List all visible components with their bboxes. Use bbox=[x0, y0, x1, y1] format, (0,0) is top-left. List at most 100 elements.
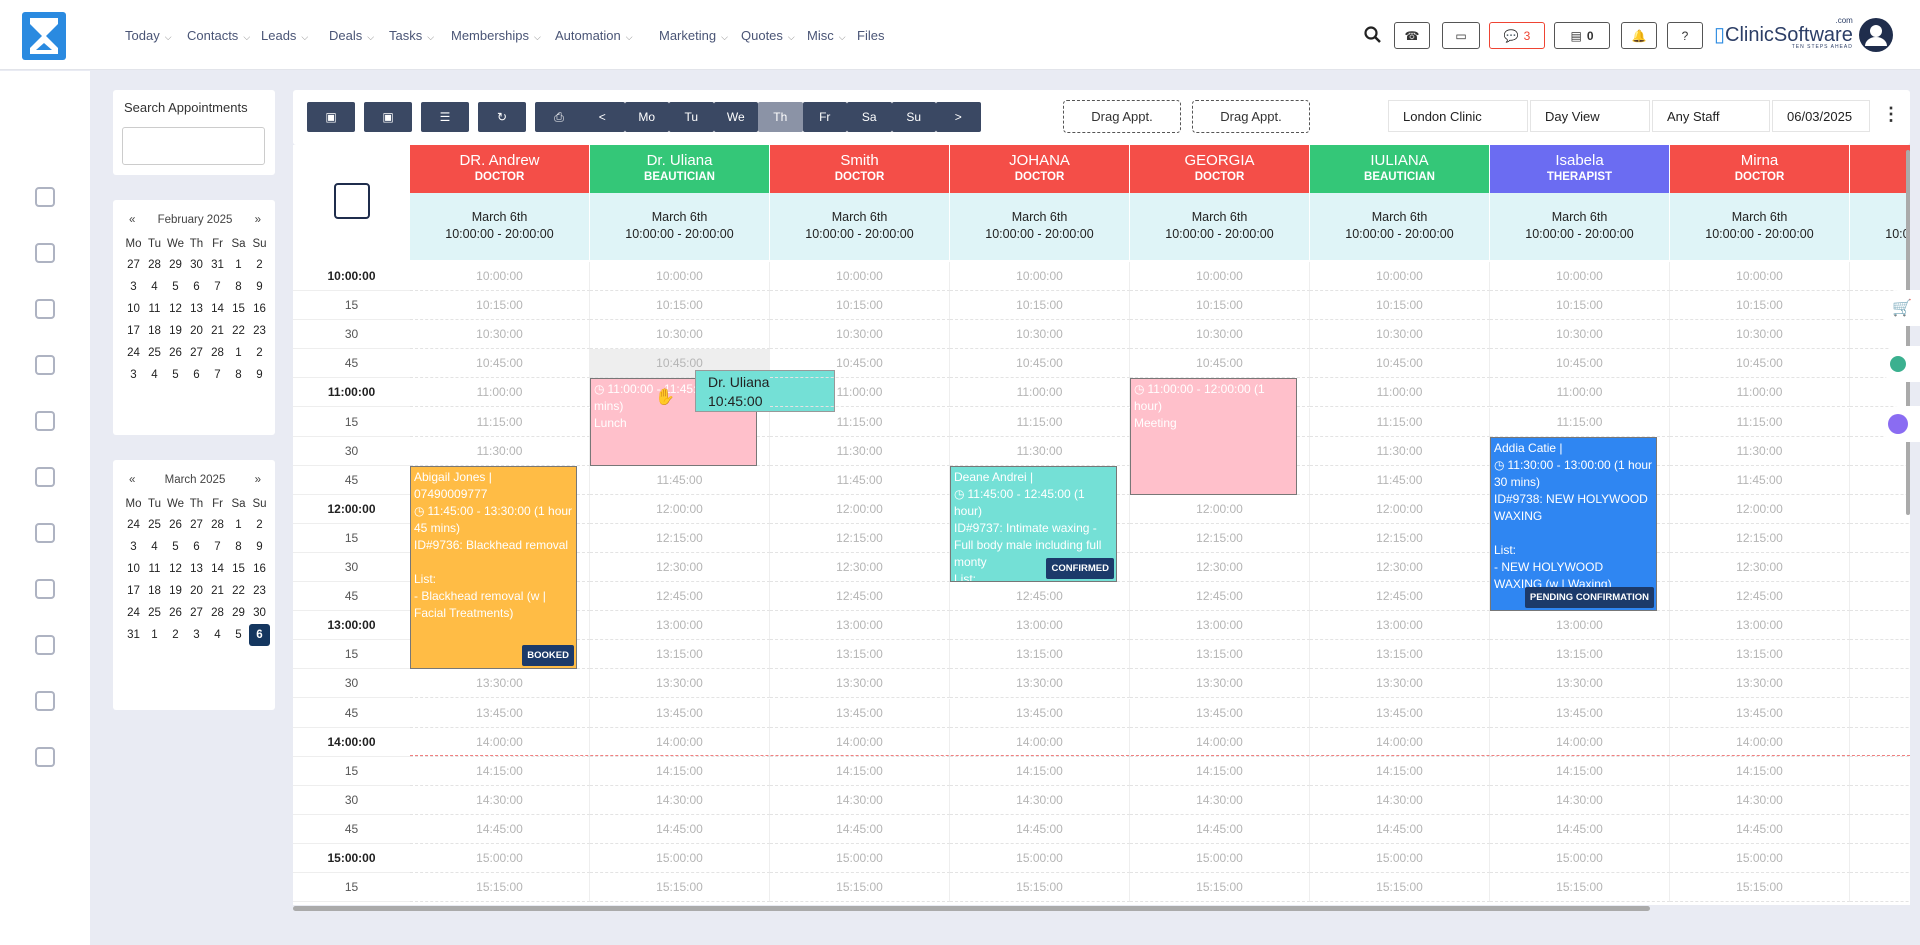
calendar-day[interactable]: 4 bbox=[151, 369, 158, 381]
time-slot[interactable]: 12:15:00 bbox=[770, 523, 950, 553]
time-slot[interactable]: 13:00:00 bbox=[1130, 611, 1310, 641]
calendar-day[interactable]: 30 bbox=[190, 259, 203, 271]
prev-month[interactable]: « bbox=[129, 474, 136, 486]
time-slot[interactable]: 14:30:00 bbox=[1490, 785, 1670, 815]
time-slot[interactable]: 12:15:00 bbox=[1310, 523, 1490, 553]
time-slot[interactable]: 13:00:00 bbox=[590, 611, 770, 641]
time-slot[interactable]: 10:00:00 bbox=[950, 262, 1130, 292]
time-slot[interactable]: 10:30:00 bbox=[770, 320, 950, 350]
sidebar-icon[interactable] bbox=[35, 187, 55, 207]
calendar-day[interactable]: 2 bbox=[256, 519, 263, 531]
calendar-day[interactable]: 20 bbox=[190, 585, 203, 597]
time-slot[interactable]: 14:15:00 bbox=[770, 756, 950, 786]
toolbar-button[interactable]: ▣ bbox=[307, 102, 355, 132]
time-slot[interactable]: 14:30:00 bbox=[410, 785, 590, 815]
time-slot[interactable]: 13:15:00 bbox=[1310, 640, 1490, 670]
time-slot[interactable]: 13:45:00 bbox=[1310, 698, 1490, 728]
time-slot[interactable]: 14:45:00 bbox=[1850, 815, 1910, 844]
calendar-day[interactable]: 10 bbox=[127, 303, 140, 315]
time-slot[interactable]: 13:15:00 bbox=[1670, 640, 1850, 670]
calendar-day[interactable]: 5 bbox=[235, 629, 242, 641]
time-slot[interactable]: 12:45:00 bbox=[1130, 582, 1310, 612]
day-button[interactable]: < bbox=[580, 102, 625, 132]
time-slot[interactable]: 12:30:00 bbox=[1310, 553, 1490, 583]
calendar-day[interactable]: 24 bbox=[127, 347, 140, 359]
day-button[interactable]: Fr bbox=[802, 102, 847, 132]
calendar-day[interactable]: 26 bbox=[169, 607, 182, 619]
nav-item[interactable]: Quotes ⌵ bbox=[741, 28, 795, 43]
calendar-day[interactable]: 14 bbox=[211, 303, 224, 315]
select-staff[interactable]: Any Staff bbox=[1652, 100, 1770, 132]
time-slot[interactable]: 10:00:00 bbox=[1850, 262, 1910, 292]
day-button[interactable]: Mo bbox=[624, 102, 669, 132]
time-slot[interactable]: 11:30:00 bbox=[1310, 436, 1490, 466]
time-slot[interactable]: 12:45:00 bbox=[770, 582, 950, 612]
time-slot[interactable]: 14:15:00 bbox=[1850, 757, 1910, 786]
calendar-day[interactable]: 23 bbox=[253, 585, 266, 597]
time-slot[interactable]: 15:15:00 bbox=[1670, 873, 1850, 903]
time-slot[interactable]: 12:00:00 bbox=[1670, 494, 1850, 524]
time-slot[interactable]: 11:45:00 bbox=[770, 465, 950, 495]
time-slot[interactable]: 11:45:00 bbox=[1670, 465, 1850, 495]
time-slot[interactable]: 11:00:00 bbox=[1310, 378, 1490, 408]
time-slot[interactable]: 15:00:00 bbox=[1310, 844, 1490, 874]
next-month[interactable]: » bbox=[254, 474, 261, 486]
time-slot[interactable]: 13:15:00 bbox=[1850, 640, 1910, 670]
calendar-day[interactable]: 3 bbox=[130, 281, 137, 293]
time-slot[interactable]: 14:15:00 bbox=[410, 756, 590, 786]
calendar-day[interactable]: 13 bbox=[190, 563, 203, 575]
time-slot[interactable]: 11:45:00 bbox=[1310, 465, 1490, 495]
time-slot[interactable]: 13:00:00 bbox=[1850, 611, 1910, 641]
time-slot[interactable]: 14:30:00 bbox=[1850, 786, 1910, 815]
time-slot[interactable]: 10:15:00 bbox=[1850, 291, 1910, 321]
time-slot[interactable]: 10:30:00 bbox=[590, 320, 770, 350]
calendar-day[interactable]: 27 bbox=[190, 519, 203, 531]
prev-month[interactable]: « bbox=[129, 214, 136, 226]
calendar-day[interactable]: 9 bbox=[256, 541, 263, 553]
calendar-day[interactable]: 28 bbox=[148, 259, 161, 271]
v-scrollbar[interactable] bbox=[1906, 150, 1910, 515]
calendar-day[interactable]: 28 bbox=[211, 607, 224, 619]
calendar-day[interactable]: 1 bbox=[235, 519, 242, 531]
calendar-day[interactable]: 17 bbox=[127, 325, 140, 337]
time-slot[interactable]: 10:15:00 bbox=[950, 291, 1130, 321]
time-slot[interactable]: 10:15:00 bbox=[1310, 291, 1490, 321]
calendar-day[interactable]: 5 bbox=[172, 281, 179, 293]
time-slot[interactable]: 14:00:00 bbox=[1850, 728, 1910, 757]
time-slot[interactable]: 10:45:00 bbox=[770, 349, 950, 379]
sidebar-icon[interactable] bbox=[35, 691, 55, 711]
time-slot[interactable]: 10:00:00 bbox=[1310, 262, 1490, 292]
time-slot[interactable]: 15:00:00 bbox=[1490, 844, 1670, 874]
appointment[interactable]: ◷ 11:00:00 - 12:00:00 (1 hour) Meeting bbox=[1130, 378, 1297, 495]
time-slot[interactable]: 14:15:00 bbox=[1670, 756, 1850, 786]
next-month[interactable]: » bbox=[254, 214, 261, 226]
calendar-day[interactable]: 28 bbox=[211, 519, 224, 531]
calendar-day[interactable]: 29 bbox=[169, 259, 182, 271]
calendar-day[interactable]: 7 bbox=[214, 369, 221, 381]
sidebar-icon[interactable] bbox=[35, 243, 55, 263]
time-slot[interactable]: 12:30:00 bbox=[1850, 553, 1910, 583]
time-slot[interactable]: 11:15:00 bbox=[1670, 407, 1850, 437]
time-slot[interactable]: 14:30:00 bbox=[770, 785, 950, 815]
time-slot[interactable]: 13:00:00 bbox=[1670, 611, 1850, 641]
nav-item[interactable]: Files bbox=[857, 28, 885, 43]
time-slot[interactable]: 10:45:00 bbox=[1670, 349, 1850, 379]
time-slot[interactable]: 12:15:00 bbox=[1130, 523, 1310, 553]
calendar-day[interactable]: 18 bbox=[148, 585, 161, 597]
toolbar-button[interactable]: ↻ bbox=[478, 102, 526, 132]
day-button[interactable]: Th bbox=[758, 102, 803, 132]
time-slot[interactable]: 13:45:00 bbox=[950, 698, 1130, 728]
time-slot[interactable]: 12:15:00 bbox=[590, 523, 770, 553]
calendar-day[interactable]: 21 bbox=[211, 325, 224, 337]
nav-item[interactable]: Today ⌵ bbox=[125, 28, 172, 43]
time-slot[interactable]: 10:30:00 bbox=[1310, 320, 1490, 350]
calendar-day[interactable]: 21 bbox=[211, 585, 224, 597]
calendar-day[interactable]: 3 bbox=[193, 629, 200, 641]
time-slot[interactable]: 12:45:00 bbox=[590, 582, 770, 612]
calendar-day[interactable]: 3 bbox=[130, 541, 137, 553]
sidebar-icon[interactable] bbox=[35, 747, 55, 767]
time-slot[interactable]: 14:00:00 bbox=[1130, 727, 1310, 757]
nav-item[interactable]: Tasks ⌵ bbox=[389, 28, 435, 43]
calendar-day[interactable]: 9 bbox=[256, 281, 263, 293]
time-slot[interactable]: 12:00:00 bbox=[1850, 495, 1910, 524]
